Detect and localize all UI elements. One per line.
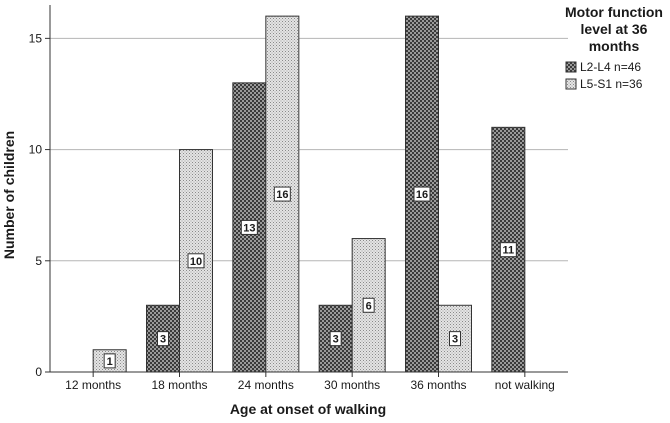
data-label-box [157,331,169,347]
legend: Motor function level at 36 months L2-L4 … [565,4,663,91]
data-label-box [413,186,431,202]
legend-swatch-l5-s1 [565,78,577,90]
legend-title-line-1: Motor function [565,4,663,20]
gridlines [50,37,568,262]
data-label: 11 [503,245,515,257]
data-label-box [362,297,375,313]
legend-title-line-2: level at 36 [581,21,648,37]
data-label-box [449,331,461,347]
data-label-box [103,353,116,369]
x-tick-label: not walking [495,378,555,392]
legend-swatch-l2-l4 [565,61,577,73]
data-label: 10 [190,256,202,268]
data-label: 16 [416,189,428,201]
data-label-box [273,186,291,202]
y-tick-label: 15 [29,31,43,45]
data-label: 6 [366,300,372,312]
data-label: 1 [107,356,113,368]
y-tick-labels: 0 5 10 15 [29,31,50,379]
y-tick-label: 10 [29,143,43,157]
data-label-box [187,253,205,269]
data-label: 3 [452,334,458,346]
x-tick-label: 24 months [238,378,294,392]
x-tick-label: 36 months [410,378,466,392]
y-tick-label: 5 [35,254,42,268]
axes [49,5,568,373]
x-tick-labels: 12 months 18 months 24 months 30 months 36 m… [65,372,555,392]
data-label-box [329,331,342,347]
data-label-box [240,219,258,235]
legend-label-l2-l4: L2-L4 n=46 [580,60,641,74]
data-label: 3 [160,334,166,346]
x-tick-label: 30 months [324,378,380,392]
data-label: 16 [276,189,288,201]
x-tick-label: 12 months [65,378,121,392]
data-label: 3 [333,334,339,346]
legend-label-l5-s1: L5-S1 n=36 [580,77,643,91]
x-axis-title: Age at onset of walking [230,401,386,417]
bars [92,15,526,373]
data-label-box [499,242,517,258]
y-axis-title: Number of children [1,131,17,259]
x-tick-label: 18 months [151,378,207,392]
data-label: 13 [243,222,255,234]
y-tick-label: 0 [35,365,42,379]
legend-title-line-3: months [589,38,640,54]
